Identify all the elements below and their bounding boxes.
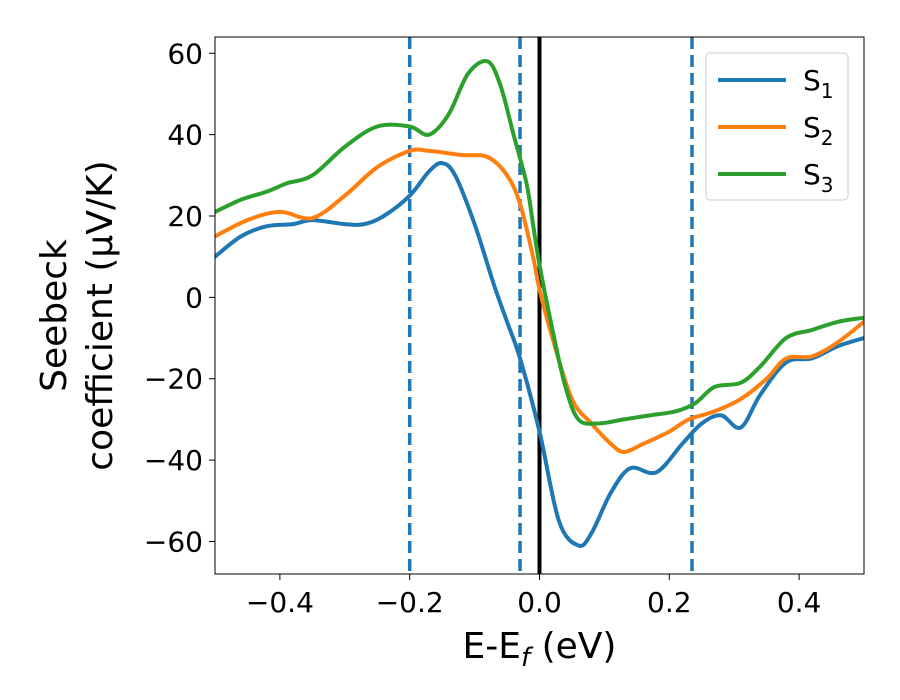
y-axis-title-line1: Seebeck [34,239,75,392]
y-axis-title-line2: coefficient (μV/K) [80,160,121,470]
reference-lines [407,37,694,574]
y-axis-title: Seebeck coefficient (μV/K) [34,160,121,470]
x-tick-label: 0.4 [777,586,822,619]
x-tick-label: 0.0 [517,586,562,619]
axis-ticks: −0.4 −0.2 0.0 0.2 0.4 −60 −40 −20 0 20 40 60 [144,37,821,619]
x-tick-label: 0.2 [647,586,692,619]
x-axis-title: E-Ef (eV) [463,626,617,673]
x-tick-label: −0.4 [246,586,314,619]
legend: S1 S2 S3 [705,52,849,201]
series-line-s3 [215,58,864,426]
legend-label-s3: S3 [803,158,834,197]
legend-label-s2: S2 [803,111,834,150]
y-tick-label: −60 [144,525,203,558]
legend-label-s1: S1 [803,64,834,103]
series-line-s1 [215,161,864,548]
y-tick-label: 20 [167,200,203,233]
y-tick-label: −20 [144,363,203,396]
x-axis-title-suffix: (eV) [530,626,616,667]
y-tick-label: 0 [185,281,203,314]
series-lines [215,58,864,548]
y-tick-label: 60 [167,37,203,70]
x-tick-label: −0.2 [376,586,444,619]
x-axis-title-main: E-E [463,626,521,667]
y-tick-label: 40 [167,119,203,152]
y-tick-label: −40 [144,444,203,477]
